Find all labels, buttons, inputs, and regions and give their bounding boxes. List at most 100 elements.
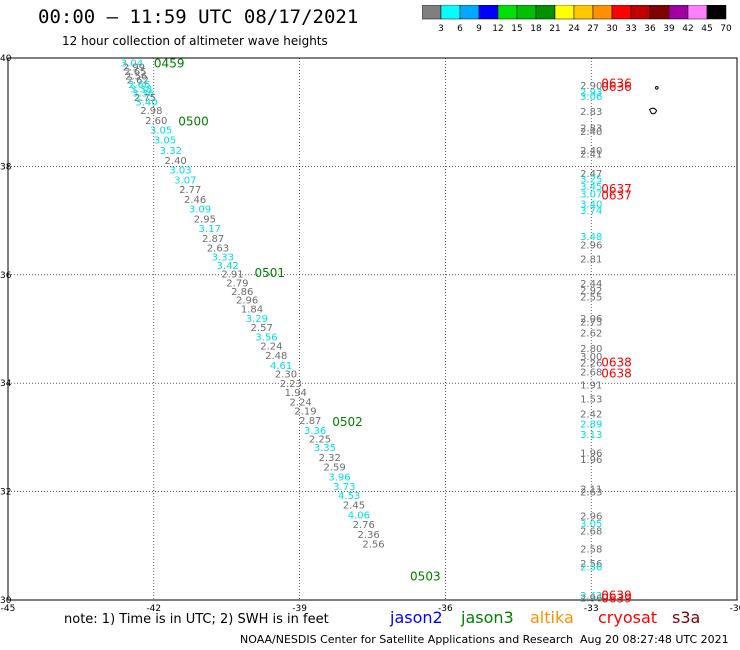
- track1-swh-label: 2.46: [184, 195, 206, 206]
- track1-swh-label: 2.56: [125, 71, 147, 82]
- track2-swh-label: 2.56: [580, 562, 602, 573]
- track2-swh-label: 2.89: [580, 419, 602, 430]
- track2-swh-label: 2.47: [580, 169, 602, 180]
- track1-swh-label: 2.79: [226, 278, 248, 289]
- colorbar-label: 6: [457, 24, 463, 34]
- track2-swh-label: 2.62: [580, 328, 602, 339]
- island-dot: [655, 86, 659, 90]
- track2-swh-label: 2.26: [580, 359, 602, 370]
- time-label-cryosat: 0636: [601, 80, 632, 94]
- y-tick-label: 30: [0, 596, 12, 606]
- track1-swh-label: 2.95: [194, 214, 216, 225]
- track2-swh-label: 2.56: [580, 559, 602, 570]
- x-tick-label: -42: [146, 604, 161, 614]
- x-tick-label: -33: [584, 604, 599, 614]
- track1-swh-label: 3.07: [174, 175, 196, 186]
- track1-swh-label: 3.33: [212, 252, 234, 263]
- track1-swh-label: 2.65: [124, 67, 146, 78]
- track2-swh-label: 2.42: [580, 410, 602, 421]
- track2-swh-label: 2.73: [580, 317, 602, 328]
- legend-jason2: jason2: [390, 608, 443, 627]
- track2-swh-label: 2.41: [580, 149, 602, 160]
- time-label-cryosat: 0639: [601, 589, 632, 603]
- track1-swh-label: 3.09: [189, 205, 211, 216]
- track1-swh-label: 3.29: [246, 314, 268, 325]
- legend-altika: altika: [530, 608, 574, 627]
- track1-swh-label: 2.62: [127, 76, 149, 87]
- credit-line: NOAA/NESDIS Center for Satellite Applica…: [240, 633, 574, 646]
- time-label-cryosat: 0636: [601, 76, 632, 90]
- track1-swh-label: 3.56: [255, 333, 277, 344]
- track1-swh-label: 2.87: [202, 234, 224, 245]
- colorbar-label: 18: [530, 24, 542, 34]
- track1-swh-label: 3.42: [217, 261, 239, 272]
- y-tick-label: 40: [0, 54, 12, 64]
- track2-swh-label: 2.92: [580, 286, 602, 297]
- track2-swh-label: 2.55: [580, 292, 602, 303]
- legend-s3a: s3a: [672, 608, 701, 627]
- track1-swh-label: 3.32: [160, 146, 182, 157]
- colorbar-swatch: [706, 5, 727, 20]
- y-tick-label: 32: [0, 488, 11, 498]
- track2-swh-label: 3.74: [580, 206, 602, 217]
- track1-swh-label: 2.87: [299, 416, 321, 427]
- colorbar-label: 3: [438, 24, 444, 34]
- time-label-jason3: 0502: [332, 415, 363, 429]
- track2-swh-label: 2.63: [580, 488, 602, 499]
- track1-swh-label: 4.06: [348, 510, 370, 521]
- colorbar-label: 45: [701, 24, 712, 34]
- track1-swh-label: 2.86: [231, 287, 253, 298]
- track2-swh-label: 2.43: [580, 591, 602, 602]
- track2-swh-label: 1.96: [580, 449, 602, 460]
- colorbar-label: 36: [644, 24, 656, 34]
- track2-swh-label: 2.93: [580, 88, 602, 99]
- colorbar-label: 21: [549, 24, 560, 34]
- y-tick-label: 34: [0, 379, 12, 389]
- colorbar-label: 15: [511, 24, 522, 34]
- track1-swh-label: 2.63: [207, 244, 229, 255]
- time-label-jason3: 0503: [410, 570, 441, 584]
- time-label-cryosat: 0638: [601, 366, 632, 380]
- track2-swh-label: 1.53: [580, 394, 602, 405]
- track2-swh-label: 2.90: [580, 81, 602, 92]
- track1-swh-label: 2.45: [343, 501, 365, 512]
- track1-swh-label: 2.24: [260, 341, 282, 352]
- track2-swh-label: 2.80: [580, 344, 602, 355]
- track1-swh-label: 2.98: [140, 106, 162, 117]
- track1-swh-label: 2.77: [179, 185, 201, 196]
- track2-swh-label: 3.05: [580, 519, 602, 530]
- track1-swh-label: 3.04: [121, 58, 143, 69]
- track2-swh-label: 2.40: [580, 127, 602, 138]
- track2-swh-label: 2.68: [580, 527, 602, 538]
- colorbar-label: 30: [606, 24, 618, 34]
- track2-swh-label: 3.00: [580, 352, 602, 363]
- track2-swh-label: 2.83: [580, 107, 602, 118]
- track2-swh-label: 2.58: [580, 545, 602, 556]
- track1-swh-label: 2.19: [294, 406, 316, 417]
- footnote: note: 1) Time is in UTC; 2) SWH is in fe…: [64, 612, 329, 627]
- time-label-cryosat: 0637: [601, 189, 632, 203]
- track2-swh-label: 2.06: [580, 314, 602, 325]
- track1-swh-label: 3.40: [135, 97, 157, 108]
- track1-swh-label: 1.84: [241, 304, 263, 315]
- time-label-cryosat: 0638: [601, 356, 632, 370]
- track1-swh-label: 2.56: [362, 540, 384, 551]
- track1-swh-label: 3.35: [314, 443, 336, 454]
- track2-swh-label: 2.68: [580, 367, 602, 378]
- track1-swh-label: 2.76: [353, 520, 375, 531]
- colorbar-label: 42: [682, 24, 693, 34]
- time-label-jason3: 0501: [255, 266, 286, 280]
- track2-swh-label: 2.96: [580, 593, 602, 604]
- track1-swh-label: 2.66: [128, 80, 150, 91]
- colorbar-label: 9: [476, 24, 482, 34]
- y-tick-label: 38: [0, 162, 12, 172]
- track1-swh-label: 3.96: [328, 472, 350, 483]
- colorbar-label: 39: [663, 24, 675, 34]
- colorbar-label: 33: [625, 24, 636, 34]
- track1-swh-label: 1.94: [285, 388, 307, 399]
- colorbar-label: 24: [568, 24, 580, 34]
- track1-swh-label: 2.23: [280, 379, 302, 390]
- track1-swh-label: 2.36: [357, 530, 379, 541]
- track1-swh-label: 4.53: [338, 491, 360, 502]
